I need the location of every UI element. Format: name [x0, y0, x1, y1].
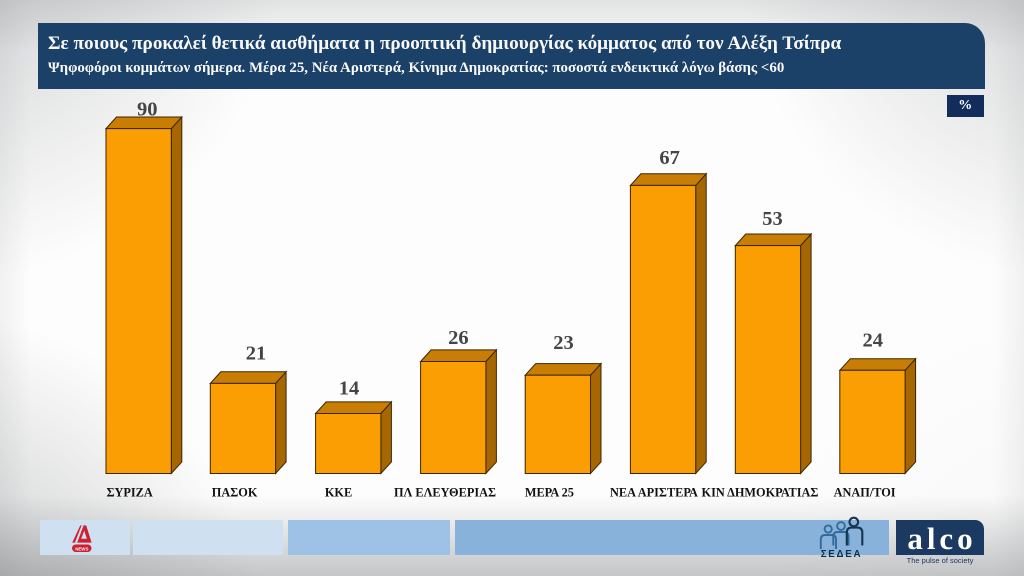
- svg-text:ΝΕΑ ΑΡΙΣΤΕΡΑ: ΝΕΑ ΑΡΙΣΤΕΡΑ: [610, 486, 698, 500]
- svg-text:24: 24: [862, 330, 883, 352]
- svg-text:ΠΛ ΕΛΕΥΘΕΡΙΑΣ: ΠΛ ΕΛΕΥΘΕΡΙΑΣ: [394, 486, 496, 500]
- svg-text:90: 90: [137, 99, 158, 121]
- svg-text:21: 21: [246, 342, 267, 364]
- svg-text:53: 53: [762, 208, 783, 230]
- svg-text:ΠΑΣΟΚ: ΠΑΣΟΚ: [212, 486, 258, 500]
- svg-text:67: 67: [659, 147, 680, 169]
- svg-text:ΚΚΕ: ΚΚΕ: [325, 486, 352, 500]
- svg-text:ΚΙΝ ΔΗΜΟΚΡΑΤΙΑΣ: ΚΙΝ ΔΗΜΟΚΡΑΤΙΑΣ: [702, 486, 819, 500]
- svg-text:ΜΕΡΑ 25: ΜΕΡΑ 25: [525, 486, 574, 500]
- svg-text:ΑΝΑΠ/ΤΟΙ: ΑΝΑΠ/ΤΟΙ: [834, 486, 896, 500]
- svg-text:23: 23: [553, 332, 574, 354]
- svg-text:ΣΕΔΕΑ: ΣΕΔΕΑ: [821, 549, 863, 560]
- svg-text:NEWS: NEWS: [75, 546, 88, 551]
- svg-text:26: 26: [448, 327, 469, 349]
- svg-text:ΣΥΡΙΖΑ: ΣΥΡΙΖΑ: [106, 486, 152, 500]
- svg-text:14: 14: [339, 377, 360, 399]
